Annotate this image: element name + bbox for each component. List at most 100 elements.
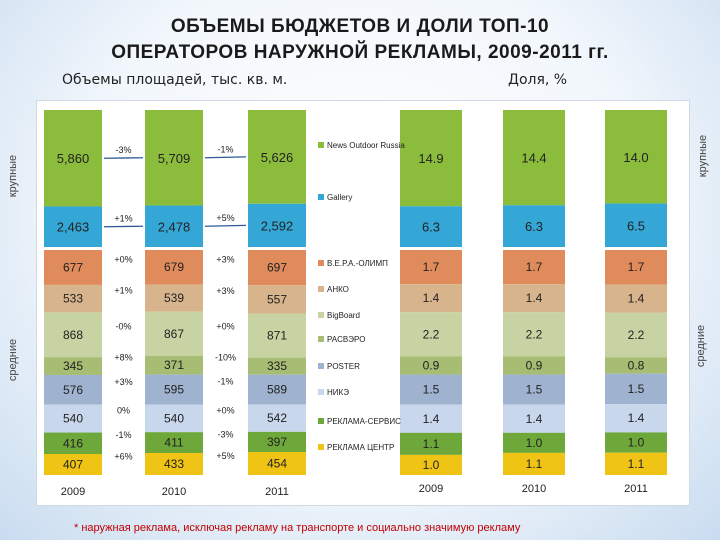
change-label-0-6: +3% bbox=[114, 377, 132, 387]
share-bar-large-1-2009 bbox=[400, 206, 462, 247]
share-bar-mid-0-2011 bbox=[605, 250, 667, 285]
vol-bar-mid-7-2011 bbox=[248, 452, 306, 475]
legend-label-0: News Outdoor Russia bbox=[327, 141, 405, 150]
change-label-1-5: -10% bbox=[215, 353, 236, 363]
vol-label-mid-3-2011: 335 bbox=[267, 359, 287, 373]
share-label-large-0-2010: 14.4 bbox=[521, 151, 546, 166]
title-line1: ОБЪЕМЫ БЮДЖЕТОВ И ДОЛИ ТОП-10 bbox=[170, 16, 550, 37]
vol-bar-large-1-2009 bbox=[44, 206, 102, 247]
share-bar-mid-3-2009 bbox=[400, 356, 462, 375]
vol-bar-mid-0-2011 bbox=[248, 250, 306, 286]
share-label-mid-4-2010: 1.5 bbox=[526, 383, 543, 397]
change-label-1-0: -1% bbox=[217, 144, 233, 154]
change-label-0-8: -1% bbox=[115, 430, 131, 440]
vol-label-large-0-2009: 5,860 bbox=[57, 151, 90, 166]
share-bar-mid-5-2009 bbox=[400, 404, 462, 433]
share-bar-mid-4-2010 bbox=[503, 374, 565, 405]
share-bar-mid-1-2009 bbox=[400, 284, 462, 313]
share-label-mid-7-2010: 1.1 bbox=[526, 457, 543, 471]
share-label-mid-7-2011: 1.1 bbox=[628, 457, 645, 471]
vol-bar-mid-0-2010 bbox=[145, 250, 203, 285]
change-label-1-1: +5% bbox=[216, 213, 234, 223]
change-label-0-5: +8% bbox=[114, 353, 132, 363]
vol-label-mid-5-2011: 542 bbox=[267, 411, 287, 425]
vol-bar-mid-6-2011 bbox=[248, 431, 306, 453]
vol-label-mid-7-2010: 433 bbox=[164, 457, 184, 471]
legend-label-7: НИКЭ bbox=[327, 388, 349, 397]
share-label-mid-2-2011: 2.2 bbox=[628, 328, 645, 342]
share-bar-mid-0-2009 bbox=[400, 250, 462, 285]
legend-swatch-6 bbox=[318, 363, 324, 369]
vol-bar-mid-2-2009 bbox=[44, 312, 102, 358]
vol-bar-mid-0-2009 bbox=[44, 250, 102, 285]
change-label-1-7: +0% bbox=[216, 405, 234, 415]
share-label-large-1-2009: 6.3 bbox=[422, 220, 440, 235]
change-label-1-4: +0% bbox=[216, 322, 234, 332]
share-label-mid-0-2009: 1.7 bbox=[423, 260, 440, 274]
vol-label-mid-4-2011: 589 bbox=[267, 383, 287, 397]
vol-bar-mid-7-2010 bbox=[145, 453, 203, 475]
subtitle-right: Доля, % bbox=[508, 72, 568, 88]
vol-bar-mid-5-2011 bbox=[248, 404, 306, 432]
share-bar-mid-1-2010 bbox=[503, 284, 565, 313]
vol-bar-large-0-2011 bbox=[248, 110, 306, 204]
vol-label-large-0-2011: 5,626 bbox=[261, 150, 294, 165]
vol-bar-mid-4-2010 bbox=[145, 374, 203, 405]
share-label-mid-0-2011: 1.7 bbox=[628, 260, 645, 274]
share-label-mid-0-2010: 1.7 bbox=[526, 260, 543, 274]
share-label-large-1-2011: 6.5 bbox=[627, 218, 645, 233]
vol-bar-large-0-2009 bbox=[44, 110, 102, 207]
vol-label-large-1-2010: 2,478 bbox=[158, 219, 191, 234]
share-label-large-0-2011: 14.0 bbox=[623, 150, 648, 165]
change-label-0-4: -0% bbox=[115, 321, 131, 331]
vol-bar-large-1-2011 bbox=[248, 203, 306, 247]
subtitle-left: Объемы площадей, тыс. кв. м. bbox=[62, 72, 288, 88]
share-bar-mid-4-2011 bbox=[605, 373, 667, 405]
change-arrow-1-0 bbox=[204, 156, 247, 159]
share-label-mid-3-2010: 0.9 bbox=[526, 359, 543, 373]
vol-xtick-2009: 2009 bbox=[61, 486, 85, 498]
change-arrow-1-1 bbox=[204, 224, 247, 227]
share-bar-mid-5-2011 bbox=[605, 404, 667, 433]
share-label-mid-5-2010: 1.4 bbox=[526, 412, 543, 426]
vol-label-mid-5-2010: 540 bbox=[164, 411, 184, 425]
change-label-0-1: +1% bbox=[114, 213, 132, 223]
share-xtick-2011: 2011 bbox=[624, 483, 648, 495]
legend-swatch-7 bbox=[318, 389, 324, 395]
share-label-mid-6-2010: 1.0 bbox=[526, 436, 543, 450]
share-label-mid-2-2010: 2.2 bbox=[526, 327, 543, 341]
share-label-mid-5-2009: 1.4 bbox=[423, 412, 440, 426]
title-line2: ОПЕРАТОРОВ НАРУЖНОЙ РЕКЛАМЫ, 2009-2011 г… bbox=[111, 42, 609, 63]
share-label-mid-5-2011: 1.4 bbox=[628, 411, 645, 425]
vol-label-mid-1-2009: 533 bbox=[63, 292, 83, 306]
change-label-1-9: +5% bbox=[216, 451, 234, 461]
share-label-mid-1-2010: 1.4 bbox=[526, 291, 543, 305]
share-bar-large-0-2010 bbox=[503, 110, 565, 206]
share-bar-large-1-2011 bbox=[605, 203, 667, 247]
change-label-0-9: +6% bbox=[114, 451, 132, 461]
share-bar-mid-0-2010 bbox=[503, 250, 565, 285]
share-bar-mid-7-2010 bbox=[503, 452, 565, 475]
share-label-mid-3-2011: 0.8 bbox=[628, 359, 645, 373]
share-bar-mid-2-2009 bbox=[400, 312, 462, 357]
change-label-0-7: 0% bbox=[117, 406, 130, 416]
change-label-1-6: -1% bbox=[217, 377, 233, 387]
share-bar-large-1-2010 bbox=[503, 205, 565, 247]
share-label-mid-6-2009: 1.1 bbox=[423, 437, 440, 451]
legend-swatch-0 bbox=[318, 142, 324, 148]
vol-label-mid-6-2010: 411 bbox=[164, 436, 183, 450]
share-label-mid-4-2011: 1.5 bbox=[628, 382, 645, 396]
vol-bar-large-1-2010 bbox=[145, 205, 203, 247]
share-xtick-2010: 2010 bbox=[522, 483, 546, 495]
share-bar-mid-6-2009 bbox=[400, 432, 462, 455]
share-bar-mid-5-2010 bbox=[503, 404, 565, 433]
vol-bar-mid-6-2009 bbox=[44, 432, 102, 455]
change-label-0-3: +1% bbox=[114, 285, 132, 295]
share-label-mid-2-2009: 2.2 bbox=[423, 327, 440, 341]
share-label-mid-6-2011: 1.0 bbox=[628, 436, 645, 450]
legend-label-4: BigBoard bbox=[327, 311, 360, 320]
vol-label-mid-4-2009: 576 bbox=[63, 383, 83, 397]
share-label-mid-1-2011: 1.4 bbox=[628, 292, 645, 306]
share-bar-mid-4-2009 bbox=[400, 374, 462, 405]
share-bar-mid-7-2009 bbox=[400, 454, 462, 475]
